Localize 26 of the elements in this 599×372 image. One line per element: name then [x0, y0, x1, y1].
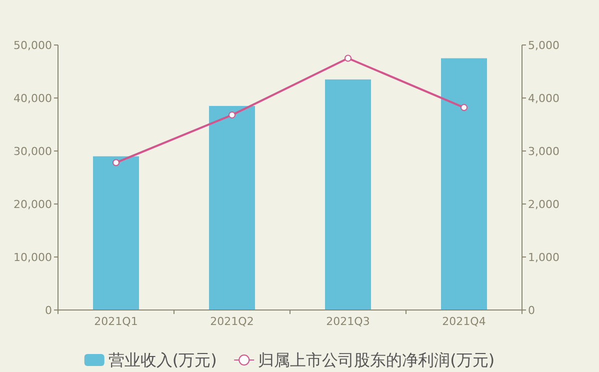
- y-tick-label: 40,000: [14, 92, 52, 105]
- y2-tick-label: 2,000: [528, 198, 560, 211]
- y2-tick-label: 5,000: [528, 38, 560, 52]
- y-tick-label: 10,000: [14, 250, 52, 264]
- x-tick-label: 2021Q4: [442, 315, 486, 328]
- legend-label: 归属上市公司股东的净利润(万元): [258, 350, 495, 370]
- bar: [93, 156, 139, 310]
- point: [112, 159, 120, 166]
- y2-tick-label: 0: [528, 304, 535, 317]
- y-tick-label: 50,000: [14, 38, 52, 52]
- y-tick-label: 20,000: [14, 198, 52, 211]
- y2-tick-label: 1,000: [528, 250, 560, 264]
- point: [228, 111, 236, 118]
- y-tick-label: 30,000: [14, 144, 52, 158]
- x-tick-label: 2021Q2: [210, 315, 254, 328]
- y2-tick-label: 4,000: [528, 92, 560, 105]
- bar: [441, 58, 487, 310]
- x-tick-label: 2021Q1: [94, 315, 138, 328]
- x-tick-label: 2021Q3: [326, 315, 370, 328]
- legend-label: 营业收入(万元): [108, 350, 217, 370]
- point: [344, 54, 352, 62]
- point: [460, 104, 468, 112]
- bar: [209, 106, 255, 310]
- y2-tick-label: 3,000: [528, 144, 560, 158]
- y-tick-label: 0: [45, 304, 52, 317]
- bar: [325, 79, 371, 310]
